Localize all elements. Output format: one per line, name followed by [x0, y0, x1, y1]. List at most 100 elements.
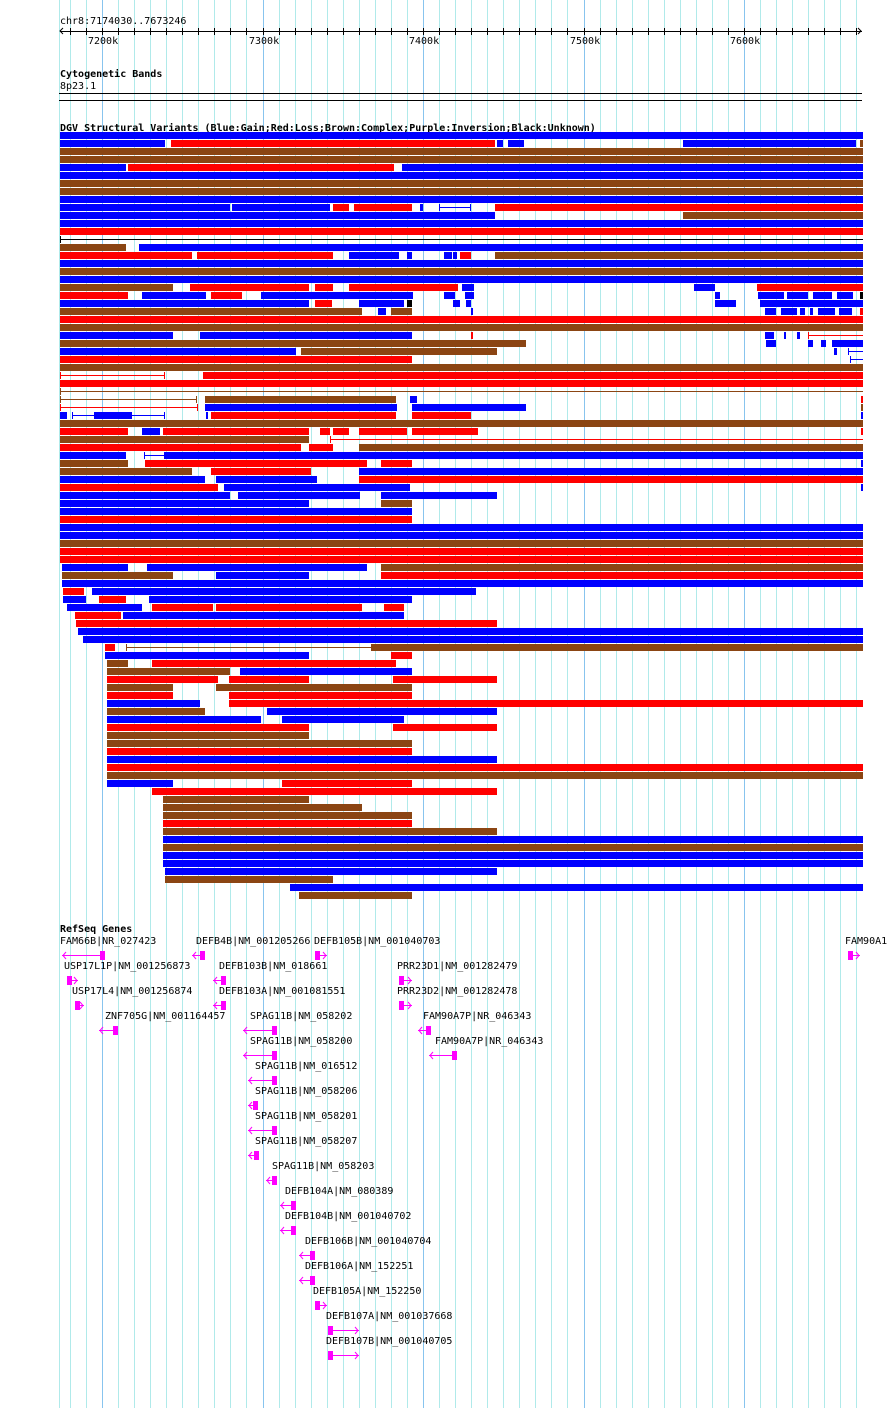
- sv-bar[interactable]: [60, 284, 173, 291]
- sv-bar[interactable]: [60, 156, 863, 163]
- sv-row[interactable]: [63, 596, 412, 603]
- gene-label[interactable]: DEFB4B|NM_001205266: [196, 936, 310, 947]
- gene-label[interactable]: PRR23D1|NM_001282479: [397, 961, 517, 972]
- sv-bar[interactable]: [290, 884, 863, 891]
- sv-bar[interactable]: [163, 828, 497, 835]
- sv-bar[interactable]: [60, 532, 863, 539]
- sv-bar[interactable]: [78, 628, 863, 635]
- sv-bar[interactable]: [760, 300, 863, 307]
- sv-row[interactable]: [60, 260, 863, 267]
- sv-bar[interactable]: [453, 300, 460, 307]
- sv-bar[interactable]: [62, 580, 863, 587]
- sv-bar[interactable]: [60, 268, 863, 275]
- sv-row[interactable]: [60, 220, 863, 227]
- sv-bar[interactable]: [216, 572, 309, 579]
- sv-row[interactable]: [163, 804, 362, 811]
- gene-label[interactable]: FAM90A1: [845, 936, 887, 947]
- sv-bar[interactable]: [60, 428, 128, 435]
- gene-item[interactable]: DEFB103A|NM_001081551: [213, 986, 345, 1010]
- right-arrow-icon[interactable]: [857, 27, 862, 35]
- gene-item[interactable]: DEFB104A|NM_080389: [280, 1186, 393, 1210]
- sv-bar[interactable]: [497, 140, 503, 147]
- gene-item[interactable]: DEFB103B|NM_018661: [213, 961, 327, 985]
- sv-bar[interactable]: [152, 660, 396, 667]
- gene-label[interactable]: SPAG11B|NM_058203: [272, 1161, 374, 1172]
- sv-bar[interactable]: [190, 284, 309, 291]
- gene-item[interactable]: ZNF705G|NM_001164457: [99, 1011, 225, 1035]
- sv-row[interactable]: [60, 292, 863, 299]
- sv-row[interactable]: [60, 348, 863, 355]
- sv-bar[interactable]: [60, 412, 67, 419]
- sv-bar[interactable]: [145, 460, 367, 467]
- sv-row[interactable]: [290, 884, 863, 891]
- sv-bar[interactable]: [821, 340, 826, 347]
- sv-bar[interactable]: [60, 228, 863, 235]
- sv-bar[interactable]: [62, 572, 173, 579]
- sv-row[interactable]: [105, 644, 863, 651]
- sv-bar[interactable]: [107, 692, 173, 699]
- gene-item[interactable]: SPAG11B|NM_058200: [243, 1036, 352, 1060]
- sv-bar[interactable]: [60, 460, 128, 467]
- gene-label[interactable]: SPAG11B|NM_058207: [255, 1136, 357, 1147]
- sv-bar[interactable]: [359, 476, 863, 483]
- sv-bar[interactable]: [381, 500, 412, 507]
- sv-bar[interactable]: [60, 420, 863, 427]
- gene-label[interactable]: DEFB104A|NM_080389: [285, 1186, 393, 1197]
- sv-bar[interactable]: [349, 252, 399, 259]
- sv-bar[interactable]: [152, 788, 497, 795]
- sv-bar[interactable]: [128, 164, 394, 171]
- sv-bar[interactable]: [165, 452, 863, 459]
- sv-bar[interactable]: [60, 212, 495, 219]
- sv-bar-line[interactable]: [808, 335, 863, 336]
- sv-bar[interactable]: [139, 244, 863, 251]
- sv-bar[interactable]: [393, 676, 497, 683]
- sv-bar[interactable]: [60, 348, 296, 355]
- sv-bar[interactable]: [152, 604, 213, 611]
- sv-bar-line[interactable]: [439, 207, 471, 208]
- sv-row[interactable]: [165, 876, 333, 883]
- sv-bar[interactable]: [229, 692, 412, 699]
- sv-bar[interactable]: [460, 252, 471, 259]
- sv-bar[interactable]: [149, 596, 412, 603]
- sv-bar-line[interactable]: [60, 399, 197, 400]
- sv-bar-line[interactable]: [126, 647, 372, 648]
- sv-bar[interactable]: [800, 308, 805, 315]
- sv-row[interactable]: [83, 636, 863, 643]
- sv-bar[interactable]: [107, 612, 121, 619]
- sv-bar[interactable]: [758, 292, 784, 299]
- sv-row[interactable]: [60, 556, 863, 563]
- sv-bar[interactable]: [60, 196, 863, 203]
- sv-bar[interactable]: [229, 700, 863, 707]
- sv-bar[interactable]: [412, 412, 471, 419]
- gene-item[interactable]: SPAG11B|NM_016512: [248, 1061, 357, 1085]
- gene-item[interactable]: FAM66B|NR_027423: [60, 936, 156, 960]
- sv-bar[interactable]: [60, 188, 863, 195]
- sv-bar[interactable]: [60, 452, 126, 459]
- sv-bar[interactable]: [359, 428, 407, 435]
- gene-label[interactable]: FAM90A7P|NR_046343: [435, 1036, 543, 1047]
- sv-bar[interactable]: [861, 428, 863, 435]
- sv-row[interactable]: [107, 748, 412, 755]
- sv-row[interactable]: [60, 492, 497, 499]
- gene-item[interactable]: DEFB104B|NM_001040702: [280, 1211, 411, 1235]
- sv-bar[interactable]: [142, 428, 160, 435]
- sv-row[interactable]: [60, 396, 863, 403]
- gene-item[interactable]: SPAG11B|NM_058201: [248, 1111, 357, 1135]
- sv-row[interactable]: [163, 860, 863, 867]
- sv-bar[interactable]: [381, 460, 412, 467]
- sv-bar[interactable]: [810, 308, 813, 315]
- sv-bar[interactable]: [861, 412, 863, 419]
- sv-bar[interactable]: [216, 476, 317, 483]
- sv-bar[interactable]: [359, 468, 863, 475]
- sv-row[interactable]: [60, 332, 863, 339]
- sv-bar-line[interactable]: [60, 391, 863, 392]
- sv-bar[interactable]: [142, 292, 206, 299]
- sv-row[interactable]: [60, 404, 863, 411]
- sv-bar-line[interactable]: [60, 239, 863, 240]
- sv-row[interactable]: [60, 476, 863, 483]
- sv-row[interactable]: [60, 388, 863, 395]
- sv-bar[interactable]: [60, 220, 863, 227]
- sv-bar[interactable]: [402, 164, 863, 171]
- sv-row[interactable]: [60, 204, 863, 211]
- gene-item[interactable]: USP17L1P|NM_001256873: [64, 961, 190, 985]
